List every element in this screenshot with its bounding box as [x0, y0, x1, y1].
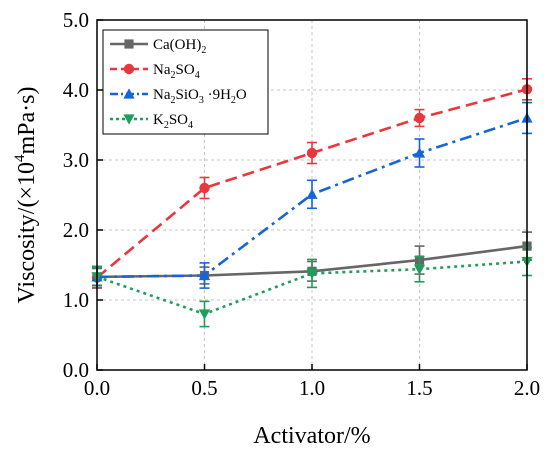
y-axis-title-suffix: mPa·s)	[14, 87, 40, 155]
y-tick-label: 4.0	[63, 78, 89, 102]
legend-label: Na2SiO3 ·9H2O	[153, 87, 247, 106]
data-point-marker	[413, 264, 426, 275]
data-point-marker	[306, 147, 318, 159]
x-axis-title: Activator/%	[253, 423, 370, 449]
y-axis-title-exponent: 4	[12, 154, 28, 162]
y-axis-title-prefix: Viscosity/(×10	[14, 162, 40, 303]
data-point-marker	[123, 114, 135, 125]
x-tick-label: 0.5	[191, 376, 217, 400]
data-point-marker	[198, 269, 211, 281]
series-layer	[91, 78, 533, 328]
data-point-marker	[124, 39, 134, 49]
data-point-marker	[413, 147, 426, 158]
y-tick-label: 1.0	[63, 288, 89, 312]
legend-entry: Ca(OH)2	[110, 37, 206, 56]
data-point-marker	[306, 268, 318, 279]
y-tick-label: 5.0	[63, 8, 89, 32]
series-line	[96, 260, 528, 316]
data-point-marker	[199, 182, 210, 194]
legend-label: Na2SO4	[153, 62, 200, 81]
legend-label: K2SO4	[153, 112, 193, 131]
x-tick-label: 2.0	[514, 376, 540, 400]
legend: Ca(OH)2 Na2SO4 Na2SiO3 ·9H2O K2SO4	[102, 29, 269, 135]
x-tick-label: 1.0	[299, 376, 325, 400]
y-axis-title: Viscosity/(×104mPa·s)	[12, 87, 40, 304]
legend-label: Ca(OH)2	[153, 37, 206, 56]
data-point-marker	[306, 188, 318, 199]
legend-entry: Na2SiO3 ·9H2O	[110, 87, 247, 106]
legend-entry: K2SO4	[110, 112, 193, 131]
y-tick-label: 0.0	[63, 358, 89, 382]
y-tick-label: 3.0	[63, 148, 89, 172]
x-tick-label: 1.5	[406, 376, 432, 400]
data-point-marker	[123, 88, 135, 99]
y-tick-label: 2.0	[63, 218, 89, 242]
data-point-marker	[414, 112, 425, 124]
x-tick-label: 0.0	[84, 376, 110, 400]
series-group	[91, 78, 533, 289]
legend-entry: Na2SO4	[110, 62, 200, 81]
axis-ticks: 0.0 0.5 1.0 1.5 2.0 0.0 1.0 2.0 3.0 4.0 5.0	[63, 8, 540, 400]
data-point-marker	[198, 309, 211, 320]
data-point-marker	[123, 63, 135, 75]
